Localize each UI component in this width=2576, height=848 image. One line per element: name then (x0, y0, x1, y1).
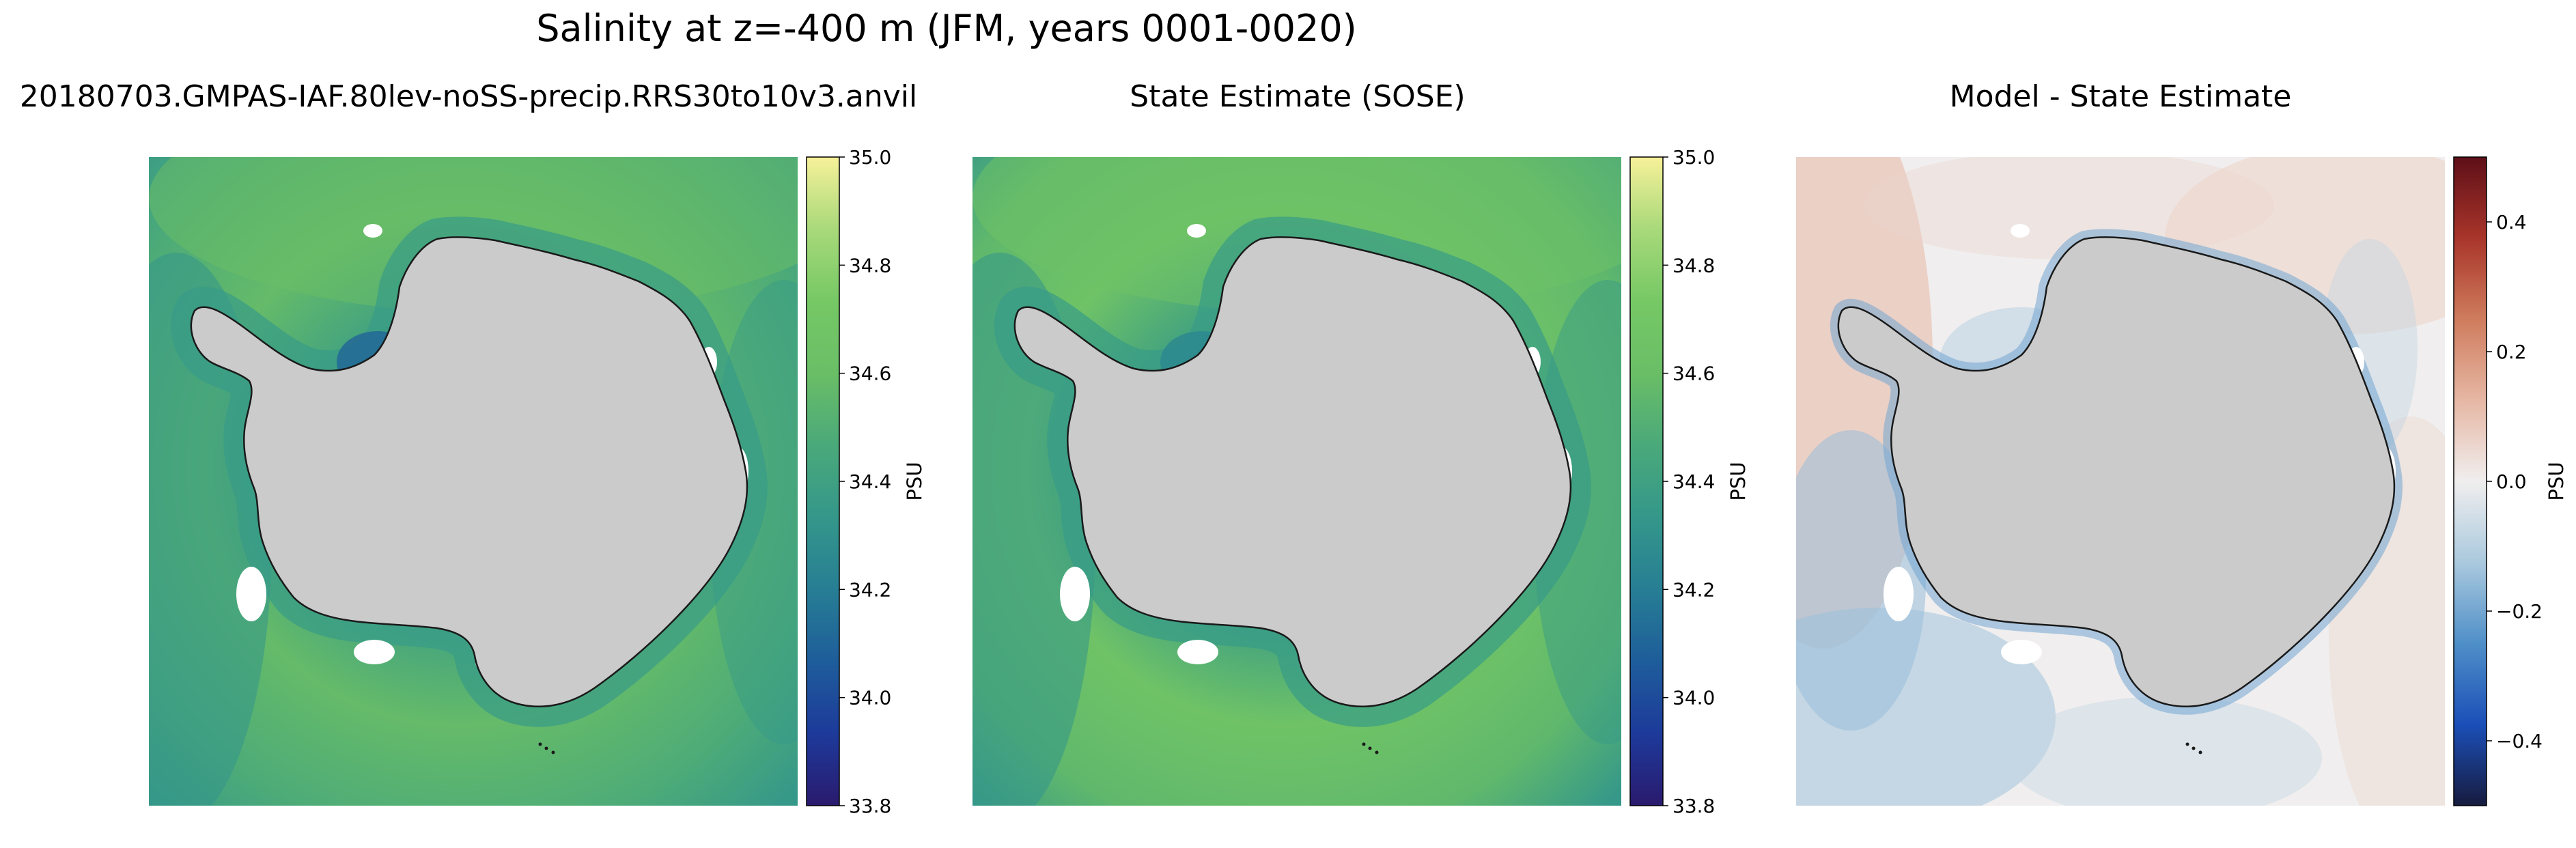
colorbar-tick-label: −0.2 (2496, 600, 2543, 623)
colorbar-tick-label: 0.4 (2496, 211, 2527, 234)
colorbar-tick-label: 34.2 (1672, 578, 1715, 601)
colorbar-tick-label: 0.2 (2496, 341, 2527, 363)
islands (2185, 742, 2202, 754)
colorbar-label: PSU (2545, 462, 2568, 500)
colorbar-tick-label: 34.8 (849, 254, 891, 277)
colorbar-tick-label: 34.4 (1672, 470, 1715, 493)
colorbar: 33.8 34.0 34.2 34.4 34.6 34.8 35.0 PSU (1629, 146, 1750, 817)
colorbar: −0.4 −0.2 0.0 0.2 0.4 PSU (2453, 156, 2568, 806)
salinity-map (1796, 157, 2445, 806)
colorbar-tick-label: 34.6 (1672, 363, 1715, 385)
panel-title: State Estimate (SOSE) (1130, 79, 1465, 114)
anomaly-blob (1796, 430, 1926, 731)
colorbar-label: PSU (903, 462, 926, 500)
panel-2: State Estimate (SOSE) 33.8 34.0 34.2 34.4 34.… (972, 79, 1750, 817)
colorbar-tick-label: 33.8 (1672, 795, 1715, 817)
anomaly-blob (1864, 157, 2274, 259)
colorbar-tick-label: 35.0 (849, 146, 891, 169)
islands (538, 742, 555, 754)
panel-1: 20180703.GMPAS-IAF.80lev-noSS-precip.RRS… (20, 79, 926, 817)
colorbar-gradient (1629, 156, 1664, 806)
figure-title: Salinity at z=-400 m (JFM, years 0001-00… (536, 7, 1357, 50)
colorbar-tick-label: 34.4 (849, 470, 891, 493)
salinity-map (149, 157, 798, 806)
anomaly-blob (2008, 696, 2322, 806)
colorbar-gradient (806, 156, 840, 806)
colorbar-tick-label: 34.0 (1672, 687, 1715, 709)
islands (1362, 742, 1379, 754)
colorbar-tick-label: 34.6 (849, 363, 891, 385)
colorbar-tick-label: 0.0 (2496, 470, 2527, 493)
panels: 20180703.GMPAS-IAF.80lev-noSS-precip.RRS… (20, 79, 2568, 817)
salinity-map (972, 157, 1621, 806)
colorbar-label: PSU (1726, 462, 1750, 500)
panel-title: 20180703.GMPAS-IAF.80lev-noSS-precip.RRS… (20, 79, 918, 114)
colorbar-tick-label: 34.2 (849, 578, 891, 601)
panel-3: Model - State Estimate −0.4 −0.2 0.0 0.2 0.4 P… (1796, 79, 2568, 806)
panel-title: Model - State Estimate (1950, 79, 2292, 114)
colorbar-tick-label: 33.8 (849, 795, 891, 817)
colorbar-tick-label: −0.4 (2496, 730, 2543, 752)
colorbar: 33.8 34.0 34.2 34.4 34.6 34.8 35.0 PSU (806, 146, 926, 817)
colorbar-tick-label: 35.0 (1672, 146, 1715, 169)
colorbar-tick-label: 34.0 (849, 687, 891, 709)
colorbar-gradient (2453, 156, 2487, 806)
colorbar-tick-label: 34.8 (1672, 254, 1715, 277)
